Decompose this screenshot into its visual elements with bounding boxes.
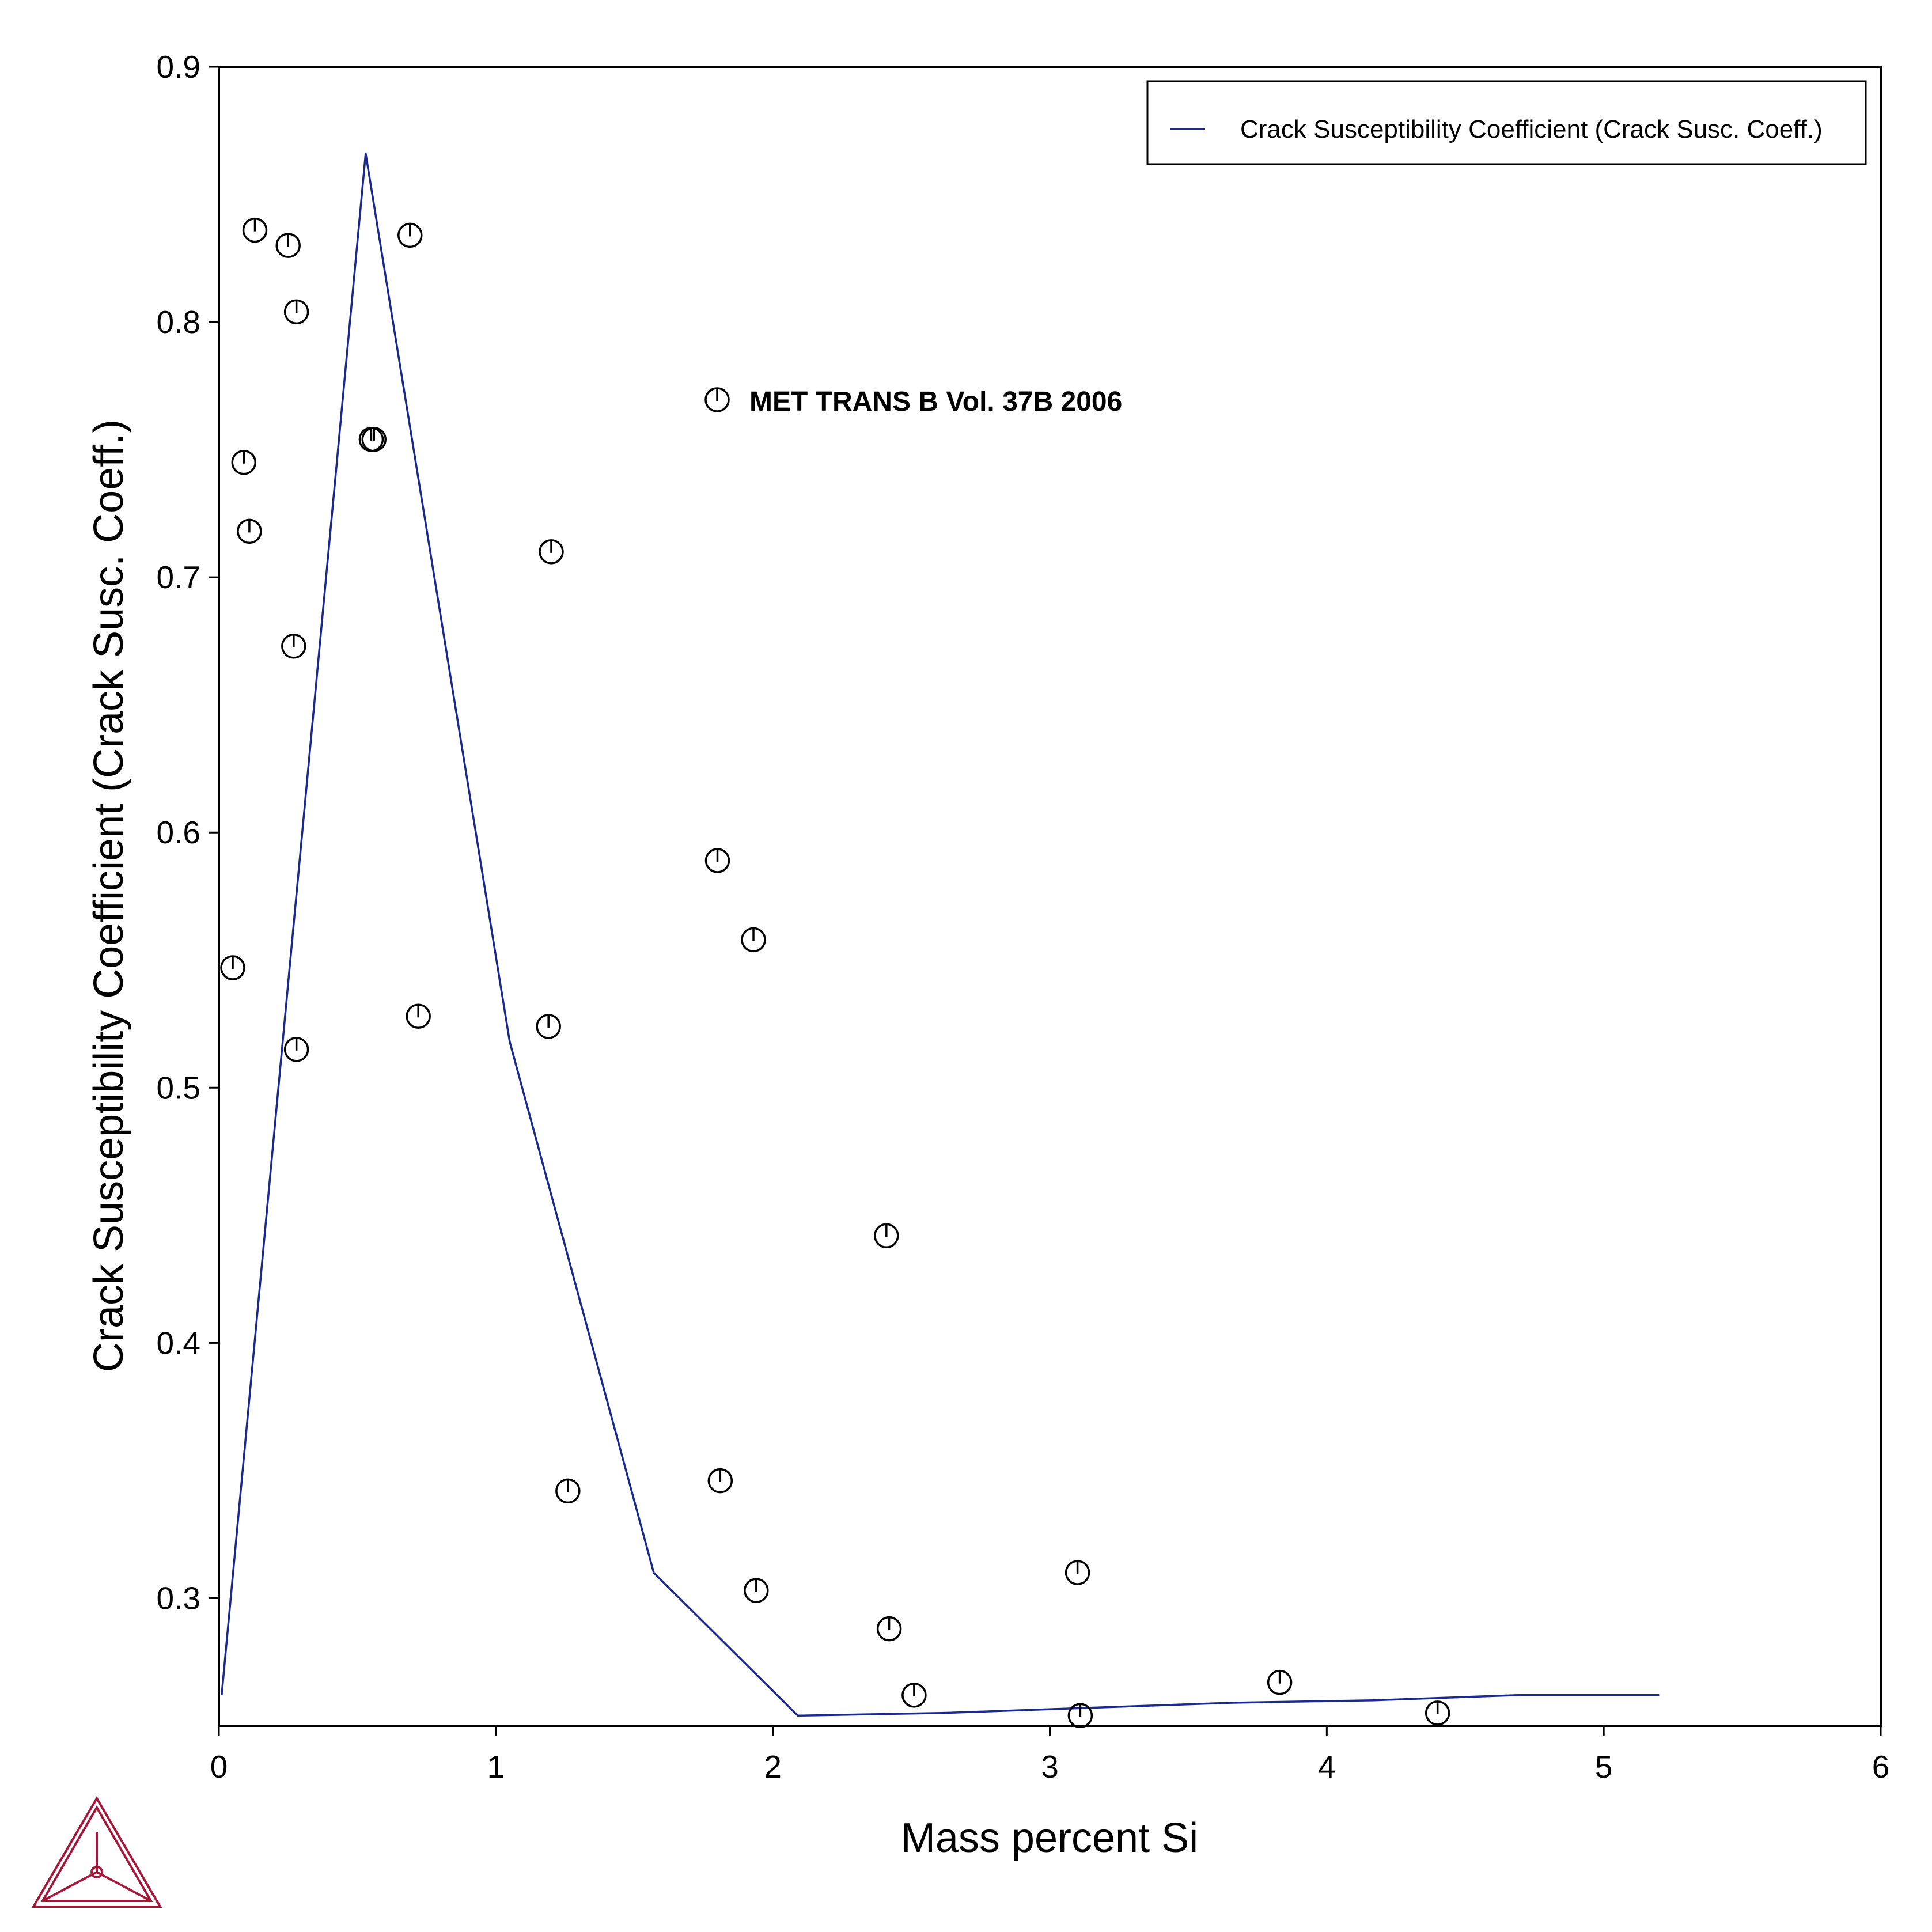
- x-tick-label: 1: [487, 1749, 505, 1785]
- y-tick-label: 0.5: [157, 1070, 200, 1105]
- plot-frame: [218, 66, 1882, 1727]
- data-point: [1267, 1669, 1293, 1695]
- x-tick-label: 5: [1595, 1749, 1613, 1785]
- x-tick-label: 6: [1872, 1749, 1890, 1785]
- data-point: [1067, 1703, 1093, 1729]
- data-point: [275, 233, 301, 258]
- data-point: [220, 955, 245, 980]
- data-point: [361, 427, 387, 452]
- x-tick-label: 2: [764, 1749, 782, 1785]
- y-axis-ticks: 0.3 0.4 0.5 0.6 0.7 0.8 0.9: [157, 49, 219, 1616]
- annotation-label: MET TRANS B Vol. 37B 2006: [749, 387, 1122, 417]
- data-point: [397, 222, 423, 248]
- data-point: [555, 1478, 581, 1504]
- data-point: [744, 1578, 769, 1603]
- y-tick-label: 0.3: [157, 1580, 200, 1616]
- y-tick-label: 0.8: [157, 304, 200, 340]
- data-point: [707, 1468, 733, 1494]
- data-point: [281, 634, 306, 659]
- data-point: [283, 1037, 309, 1062]
- y-axis-title: Crack Susceptibility Coefficient (Crack …: [86, 419, 132, 1372]
- data-point: [231, 450, 257, 475]
- data-point: [741, 927, 766, 953]
- data-point: [242, 217, 268, 243]
- data-points-group: [220, 217, 1450, 1729]
- y-tick-label: 0.7: [157, 559, 200, 595]
- y-tick-label: 0.9: [157, 49, 200, 85]
- data-point: [237, 518, 262, 544]
- series-line: [221, 152, 1660, 1717]
- data-point: [704, 387, 730, 412]
- data-point: [1065, 1560, 1090, 1585]
- x-tick-label: 4: [1318, 1749, 1336, 1785]
- data-point: [901, 1683, 927, 1708]
- series-line-group: [221, 152, 1660, 1717]
- x-tick-label: 3: [1041, 1749, 1059, 1785]
- y-tick-label: 0.6: [157, 815, 200, 850]
- data-point: [539, 539, 564, 565]
- x-axis-ticks: 0 1 2 3 4 5 6: [210, 1726, 1890, 1785]
- data-point: [406, 1003, 431, 1029]
- data-point: [704, 848, 730, 873]
- y-tick-label: 0.4: [157, 1325, 200, 1361]
- data-point: [536, 1014, 561, 1039]
- data-point: [874, 1223, 899, 1249]
- legend: Crack Susceptibility Coefficient (Crack …: [1146, 80, 1867, 165]
- data-point: [1425, 1700, 1450, 1726]
- x-axis-title: Mass percent Si: [901, 1815, 1198, 1861]
- legend-box: [1146, 80, 1867, 165]
- legend-entry-label: Crack Susceptibility Coefficient (Crack …: [1240, 115, 1823, 143]
- dataset-annotation: MET TRANS B Vol. 37B 2006: [704, 387, 1122, 417]
- plot-area: 0 1 2 3 4 5 6 0.3 0.4 0.5 0.6 0.7 0.8 0.9: [157, 49, 1890, 1785]
- data-point: [876, 1616, 902, 1642]
- annotation-marker: [704, 387, 730, 412]
- x-tick-label: 0: [210, 1749, 228, 1785]
- data-point: [283, 299, 309, 325]
- thermo-calc-logo: [31, 1796, 162, 1908]
